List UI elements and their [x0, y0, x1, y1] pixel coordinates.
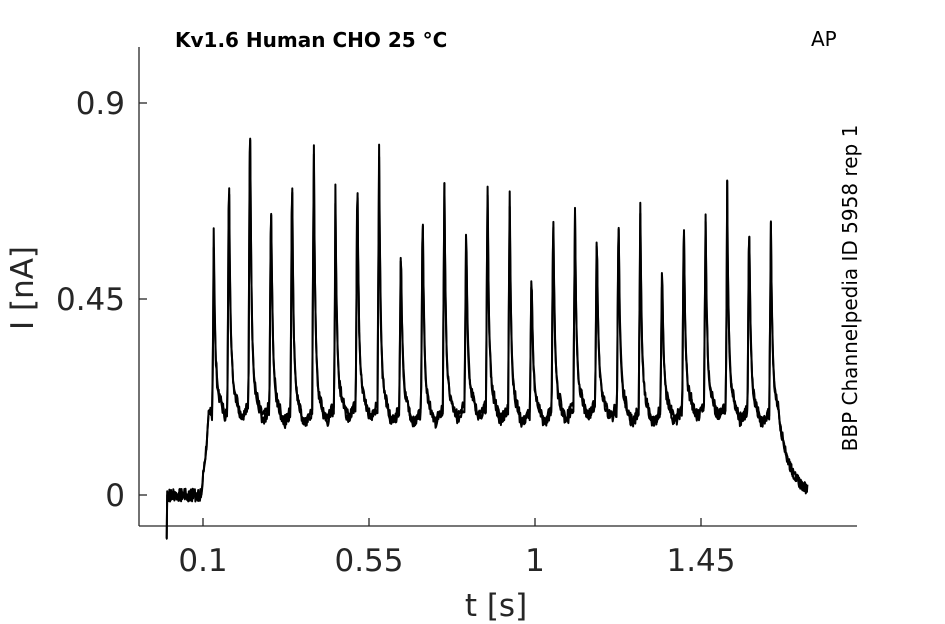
side-label: BBP Channelpedia ID 5958 rep 1	[838, 125, 862, 452]
y-axis-label: I [nA]	[5, 246, 41, 330]
y-tick-label: 0.45	[56, 282, 125, 318]
axes: 0.1 0.55 1 1.45 0 0.45 0.9	[56, 47, 857, 579]
traces	[165, 137, 809, 540]
current-trace-2	[165, 139, 809, 540]
chart-title: Kv1.6 Human CHO 25 °C	[175, 28, 447, 52]
corner-label: AP	[811, 27, 837, 51]
x-tick-label: 1.45	[666, 543, 735, 579]
x-tick-label: 1	[525, 543, 545, 579]
y-tick-label: 0.9	[76, 86, 125, 122]
x-tick-label: 0.1	[178, 543, 227, 579]
y-tick-label: 0	[105, 478, 125, 514]
x-tick-label: 0.55	[334, 543, 403, 579]
x-axis-label: t [s]	[465, 588, 527, 624]
